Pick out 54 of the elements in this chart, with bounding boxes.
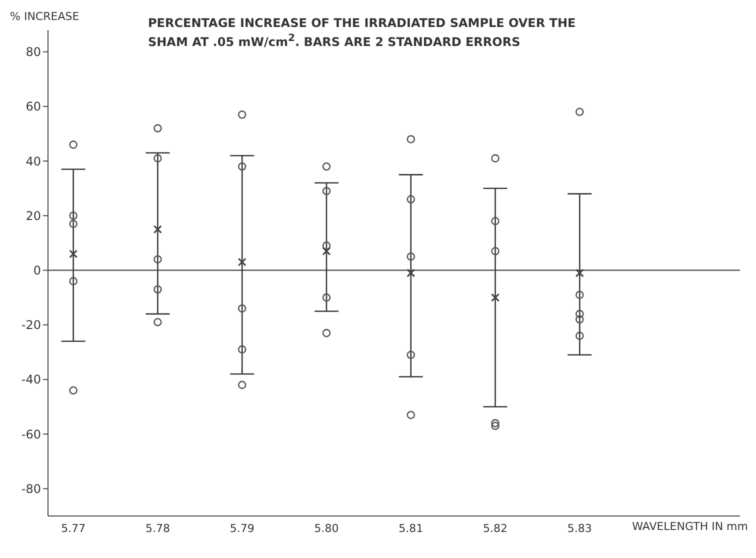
- point: [322, 293, 331, 302]
- point: [491, 216, 500, 226]
- point: [491, 247, 500, 256]
- point: [491, 422, 500, 430]
- point: [406, 410, 416, 420]
- y-tick-label: 0: [33, 264, 41, 278]
- y-tick-label: 80: [26, 45, 41, 60]
- point: [154, 285, 162, 294]
- x-tick-label: 5.78: [145, 522, 170, 535]
- x-tick-label: 5.79: [230, 522, 254, 535]
- point: [238, 304, 246, 313]
- point: [491, 419, 500, 428]
- point: [238, 345, 246, 354]
- point: [154, 124, 162, 132]
- point: [238, 380, 246, 390]
- point: [576, 108, 584, 116]
- y-tick-label: -80: [21, 482, 41, 496]
- y-tick-label: 40: [26, 154, 41, 168]
- point: [406, 135, 416, 144]
- x-tick-label: 5.80: [314, 522, 339, 535]
- point: [69, 386, 78, 395]
- point: [322, 186, 331, 196]
- point: [406, 195, 416, 204]
- point: [322, 328, 331, 338]
- point: [154, 318, 162, 326]
- y-axis-title: % INCREASE: [10, 10, 80, 23]
- point: [322, 242, 331, 250]
- x-tick-label: 5.77: [61, 522, 86, 535]
- y-tick-label: 60: [26, 100, 41, 114]
- x-tick-label: 5.83: [567, 522, 592, 535]
- point: [238, 110, 246, 119]
- point: [69, 140, 78, 149]
- point: [69, 212, 78, 220]
- point: [154, 154, 162, 162]
- point: [322, 162, 331, 171]
- x-tick-label: 5.82: [483, 522, 508, 535]
- point: [69, 277, 78, 286]
- y-tick-label: -40: [21, 372, 41, 387]
- point: [406, 252, 416, 261]
- y-tick-label: -20: [21, 318, 41, 332]
- point: [491, 154, 500, 162]
- y-tick-label: 20: [26, 208, 41, 223]
- y-tick-label: -60: [21, 427, 41, 442]
- point: [69, 220, 78, 228]
- point: [238, 162, 246, 171]
- chart-title: PERCENTAGE INCREASE OF THE IRRADIATED SAMPLE OVER THE SHAM AT .05 mW/cm$^{2}$. BARS ARE 2 STANDARD ERRORS: [148, 16, 576, 50]
- point: [576, 290, 584, 299]
- point: [576, 310, 584, 318]
- x-axis-title: WAVELENGTH IN mm: [632, 520, 748, 533]
- x-tick-label: 5.81: [398, 522, 424, 535]
- point: [154, 255, 162, 264]
- point: [576, 315, 584, 324]
- point: [406, 350, 416, 360]
- point: [576, 332, 584, 340]
